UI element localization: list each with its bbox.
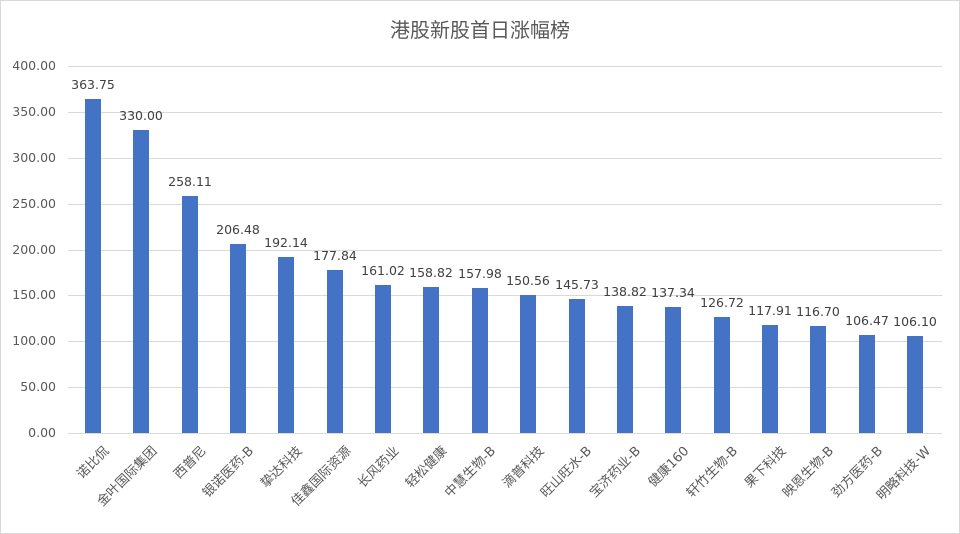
y-tick-label: 300.00 xyxy=(12,150,56,165)
data-label: 126.72 xyxy=(700,295,744,310)
y-tick-label: 400.00 xyxy=(12,58,56,73)
chart-title: 港股新股首日涨幅榜 xyxy=(390,18,570,42)
gridline xyxy=(68,341,942,342)
bar xyxy=(472,288,488,433)
bar xyxy=(617,306,633,433)
y-tick-label: 350.00 xyxy=(12,104,56,119)
data-label: 145.73 xyxy=(555,277,599,292)
data-label: 258.11 xyxy=(168,174,212,189)
bar xyxy=(230,244,246,433)
bar xyxy=(375,285,391,433)
data-label: 117.91 xyxy=(748,303,792,318)
bar xyxy=(810,326,826,433)
data-label: 138.82 xyxy=(603,284,647,299)
gridline xyxy=(68,250,942,251)
gridline xyxy=(68,295,942,296)
bar xyxy=(423,287,439,433)
bar xyxy=(762,325,778,433)
y-tick-label: 150.00 xyxy=(12,287,56,302)
data-label: 158.82 xyxy=(409,265,453,280)
gridline xyxy=(68,204,942,205)
gridline xyxy=(68,158,942,159)
data-label: 363.75 xyxy=(71,77,115,92)
data-label: 161.02 xyxy=(361,263,405,278)
y-tick-label: 100.00 xyxy=(12,333,56,348)
data-label: 150.56 xyxy=(506,273,550,288)
bar xyxy=(520,295,536,433)
data-label: 116.70 xyxy=(796,304,840,319)
data-label: 157.98 xyxy=(458,266,502,281)
bar xyxy=(907,336,923,433)
gridline xyxy=(68,433,942,434)
bar xyxy=(133,130,149,433)
y-tick-label: 250.00 xyxy=(12,196,56,211)
bar xyxy=(859,335,875,433)
y-tick-label: 0.00 xyxy=(28,425,56,440)
bar xyxy=(182,196,198,433)
bar xyxy=(327,270,343,433)
y-tick-label: 50.00 xyxy=(20,379,56,394)
data-label: 177.84 xyxy=(313,248,357,263)
y-tick-label: 200.00 xyxy=(12,242,56,257)
data-label: 137.34 xyxy=(651,285,695,300)
data-label: 206.48 xyxy=(216,222,260,237)
data-label: 330.00 xyxy=(119,108,163,123)
bar xyxy=(714,317,730,433)
gridline xyxy=(68,387,942,388)
gridline xyxy=(68,66,942,67)
data-label: 106.47 xyxy=(845,313,889,328)
bar xyxy=(85,99,101,433)
bar xyxy=(665,307,681,433)
data-label: 106.10 xyxy=(893,314,937,329)
data-label: 192.14 xyxy=(264,235,308,250)
bar xyxy=(278,257,294,433)
bar xyxy=(569,299,585,433)
gridline xyxy=(68,112,942,113)
